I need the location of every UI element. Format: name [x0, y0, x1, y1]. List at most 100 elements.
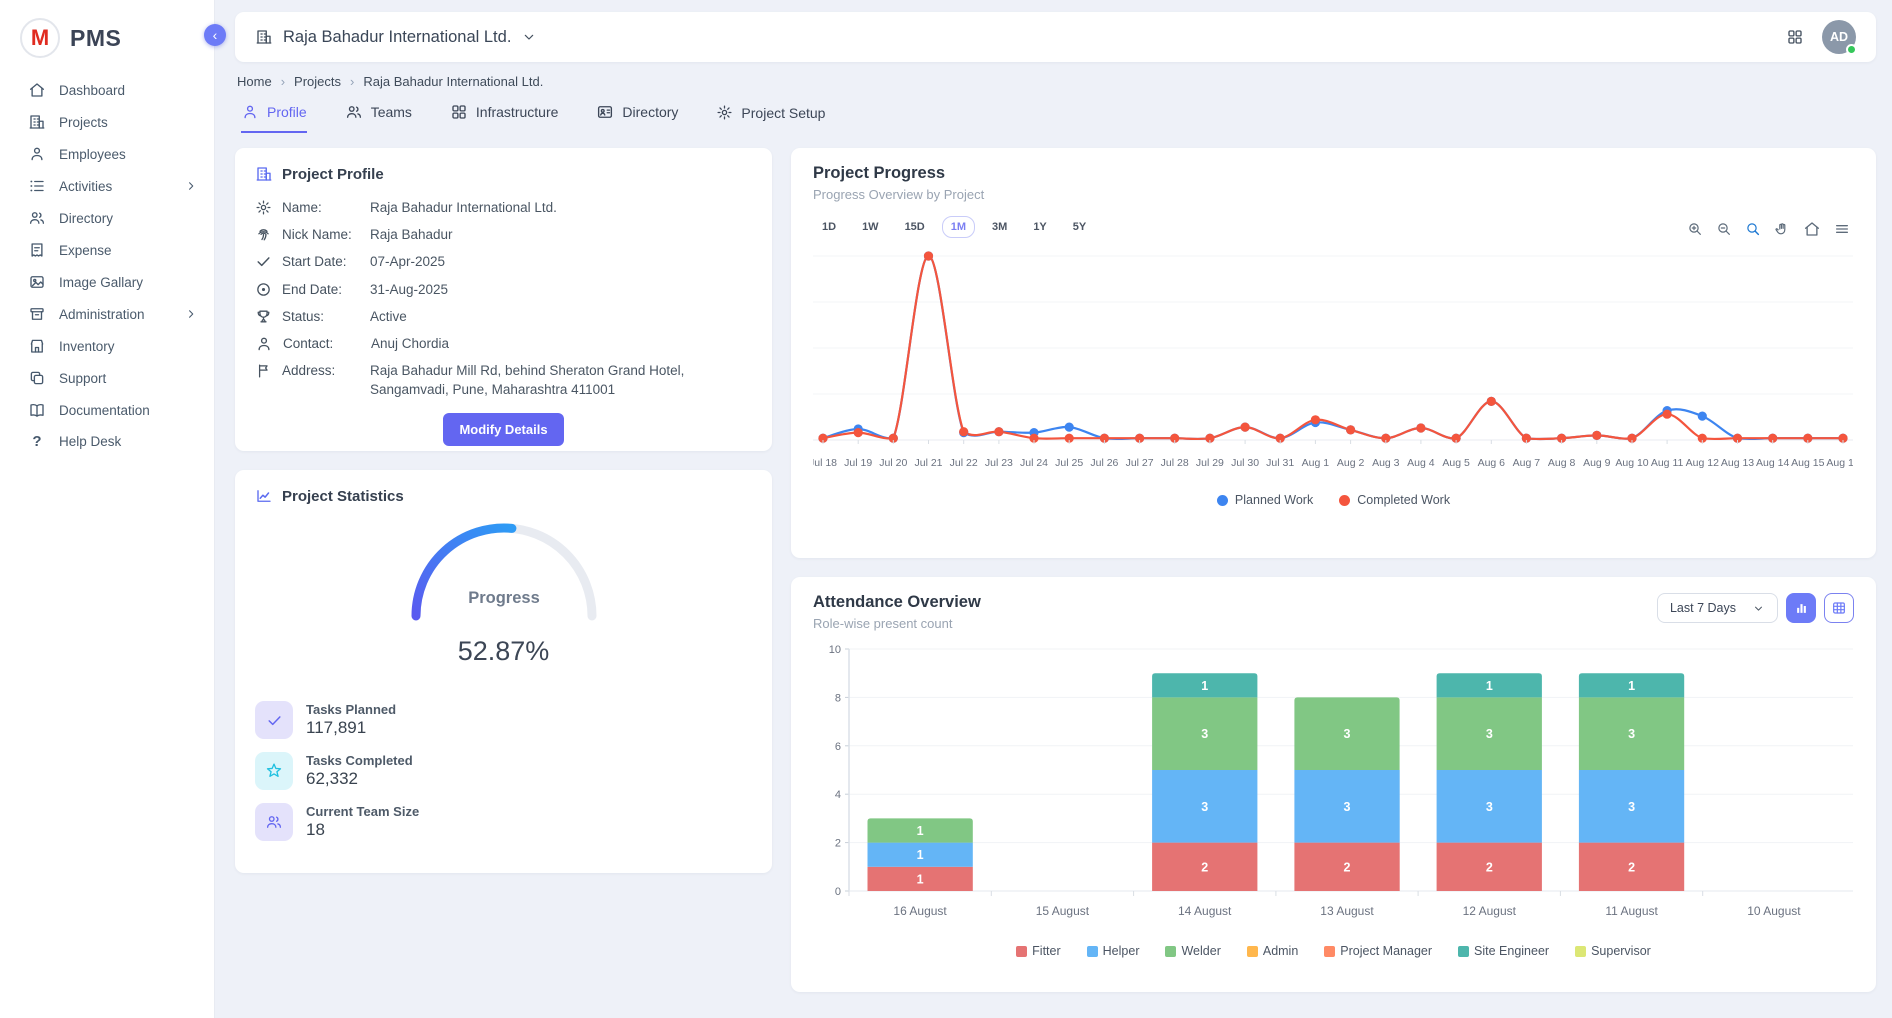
tab-directory[interactable]: Directory: [596, 103, 678, 133]
breadcrumb-item-raja-bahadur-international-ltd-: Raja Bahadur International Ltd.: [363, 74, 543, 89]
svg-text:1: 1: [1486, 679, 1493, 693]
svg-text:Aug 12: Aug 12: [1686, 457, 1719, 469]
profile-field-value: Raja Bahadur: [370, 226, 752, 244]
svg-text:Jul 27: Jul 27: [1126, 457, 1154, 469]
main-content: Raja Bahadur International Ltd. AD Home›…: [215, 0, 1892, 1018]
people-icon: [28, 209, 46, 227]
profile-field-value: Raja Bahadur Mill Rd, behind Sheraton Gr…: [370, 362, 752, 398]
sidebar-item-label: Expense: [59, 243, 198, 258]
table-view-button[interactable]: [1824, 593, 1854, 623]
menu-icon[interactable]: [1834, 221, 1850, 237]
sidebar-item-image-gallary[interactable]: Image Gallary: [0, 266, 214, 298]
legend-planned-work[interactable]: Planned Work: [1217, 493, 1313, 507]
sidebar-item-help-desk[interactable]: ?Help Desk: [0, 426, 214, 457]
legend-welder[interactable]: Welder: [1165, 944, 1220, 958]
stat-item-tasks-completed: Tasks Completed 62,332: [255, 752, 752, 790]
date-range-select[interactable]: Last 7 Days: [1657, 593, 1778, 623]
sidebar-item-activities[interactable]: Activities: [0, 170, 214, 202]
tab-bar: Profile Teams Infrastructure Directory P…: [235, 89, 1876, 133]
company-selector[interactable]: Raja Bahadur International Ltd.: [255, 28, 537, 47]
breadcrumb-item-home[interactable]: Home: [237, 74, 272, 89]
tab-project-setup[interactable]: Project Setup: [716, 104, 825, 133]
stat-label: Current Team Size: [306, 804, 419, 819]
receipt-icon: [28, 241, 46, 259]
stat-label: Tasks Planned: [306, 702, 396, 717]
chevron-down-icon: [1752, 602, 1765, 615]
stat-items: Tasks Planned 117,891 Tasks Completed 62…: [255, 701, 752, 841]
sidebar-item-label: Image Gallary: [59, 275, 198, 290]
avatar[interactable]: AD: [1822, 20, 1856, 54]
building-icon: [255, 28, 273, 46]
profile-fields: Name: Raja Bahadur International Ltd. Ni…: [255, 199, 752, 399]
gear-icon: [255, 199, 272, 216]
svg-text:Jul 31: Jul 31: [1266, 457, 1294, 469]
legend-supervisor[interactable]: Supervisor: [1575, 944, 1651, 958]
zoom-out-icon[interactable]: [1716, 221, 1732, 237]
card-icon: [596, 103, 614, 121]
tab-label: Teams: [371, 104, 412, 120]
sidebar-item-employees[interactable]: Employees: [0, 138, 214, 170]
range-5y[interactable]: 5Y: [1064, 216, 1095, 238]
sidebar-collapse-button[interactable]: ‹: [204, 24, 226, 46]
range-1d[interactable]: 1D: [813, 216, 845, 238]
circle-dot-icon: [255, 281, 272, 298]
legend-site-engineer[interactable]: Site Engineer: [1458, 944, 1549, 958]
svg-text:Jul 20: Jul 20: [879, 457, 907, 469]
sidebar-item-support[interactable]: Support: [0, 362, 214, 394]
sidebar-item-inventory[interactable]: Inventory: [0, 330, 214, 362]
legend-helper[interactable]: Helper: [1087, 944, 1140, 958]
date-range-value: Last 7 Days: [1670, 601, 1736, 615]
book-icon: [28, 401, 46, 419]
profile-field-label: Status:: [282, 308, 360, 326]
hand-icon[interactable]: [1774, 221, 1790, 237]
sidebar-item-documentation[interactable]: Documentation: [0, 394, 214, 426]
sidebar-item-dashboard[interactable]: Dashboard: [0, 74, 214, 106]
person-icon: [241, 103, 259, 121]
tab-teams[interactable]: Teams: [345, 103, 412, 133]
modify-details-button[interactable]: Modify Details: [443, 413, 563, 446]
apps-grid-icon[interactable]: [1786, 28, 1804, 46]
profile-field-label: Nick Name:: [282, 226, 360, 244]
svg-text:Aug 14: Aug 14: [1756, 457, 1789, 469]
svg-text:Aug 5: Aug 5: [1442, 457, 1470, 469]
apps-icon: [450, 103, 468, 121]
attendance-bar-chart[interactable]: 024681011123312332331233116 August15 Aug…: [813, 641, 1854, 938]
sidebar-item-projects[interactable]: Projects: [0, 106, 214, 138]
stat-item-tasks-planned: Tasks Planned 117,891: [255, 701, 752, 739]
sidebar-item-label: Directory: [59, 211, 198, 226]
chevron-down-icon: [521, 29, 537, 45]
svg-text:Jul 23: Jul 23: [985, 457, 1013, 469]
search-icon[interactable]: [1745, 221, 1761, 237]
bar-view-button[interactable]: [1786, 593, 1816, 623]
zoom-in-icon[interactable]: [1687, 221, 1703, 237]
sidebar-item-directory[interactable]: Directory: [0, 202, 214, 234]
profile-card-title: Project Profile: [282, 166, 384, 183]
person-icon: [255, 335, 273, 353]
legend-project-manager[interactable]: Project Manager: [1324, 944, 1432, 958]
svg-text:11 August: 11 August: [1605, 904, 1658, 918]
sidebar-item-label: Help Desk: [59, 434, 198, 449]
range-1y[interactable]: 1Y: [1024, 216, 1055, 238]
range-3m[interactable]: 3M: [983, 216, 1016, 238]
range-15d[interactable]: 15D: [896, 216, 934, 238]
tab-infrastructure[interactable]: Infrastructure: [450, 103, 558, 133]
sidebar-item-expense[interactable]: Expense: [0, 234, 214, 266]
legend-completed-work[interactable]: Completed Work: [1339, 493, 1450, 507]
range-1w[interactable]: 1W: [853, 216, 888, 238]
legend-admin[interactable]: Admin: [1247, 944, 1298, 958]
project-statistics-card: Project Statistics Progress 52.87% Tasks…: [235, 470, 772, 873]
legend-fitter[interactable]: Fitter: [1016, 944, 1060, 958]
tab-profile[interactable]: Profile: [241, 103, 307, 133]
sidebar-item-administration[interactable]: Administration: [0, 298, 214, 330]
svg-text:2: 2: [1628, 860, 1635, 874]
trophy-icon: [255, 308, 272, 325]
progress-line-chart[interactable]: Jul 18Jul 19Jul 20Jul 21Jul 22Jul 23Jul …: [813, 242, 1854, 487]
svg-text:2: 2: [1486, 860, 1493, 874]
profile-field-label: Name:: [282, 199, 360, 217]
home-icon[interactable]: [1803, 220, 1821, 238]
sidebar-nav: Dashboard Projects Employees Activities …: [0, 74, 214, 457]
svg-text:15 August: 15 August: [1036, 904, 1090, 918]
svg-text:3: 3: [1344, 727, 1351, 741]
range-1m[interactable]: 1M: [942, 216, 975, 238]
breadcrumb-item-projects[interactable]: Projects: [294, 74, 341, 89]
